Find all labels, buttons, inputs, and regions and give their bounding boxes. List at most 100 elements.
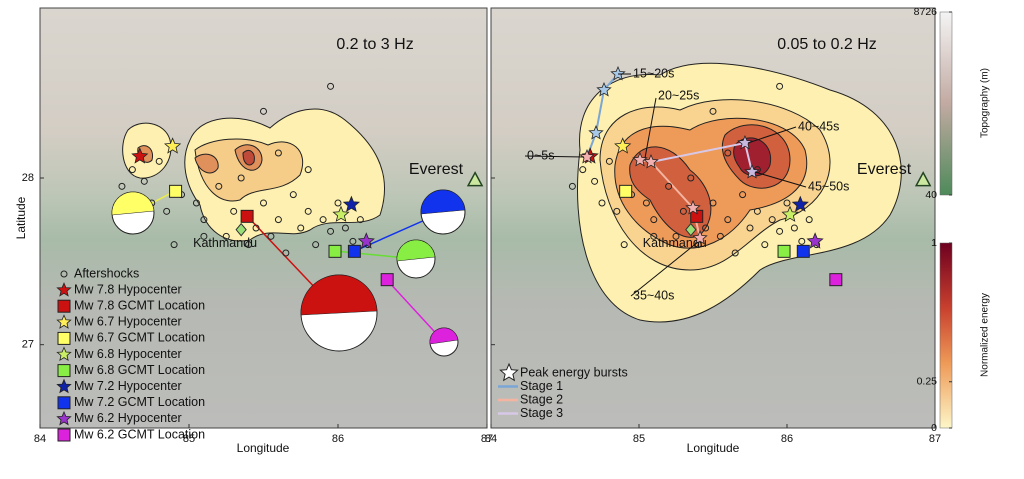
aftershock <box>746 224 754 232</box>
aftershock <box>761 241 769 249</box>
legend-label: Mw 6.7 GCMT Location <box>74 331 205 345</box>
aftershock <box>304 166 312 174</box>
panel-title: 0.05 to 0.2 Hz <box>777 36 877 53</box>
legend-label: Mw 7.2 Hypocenter <box>74 379 182 393</box>
aftershock <box>687 174 695 182</box>
aftershock <box>163 207 171 215</box>
aftershock <box>790 224 798 232</box>
aftershock <box>230 207 238 215</box>
aftershock <box>709 199 717 207</box>
aftershock <box>274 149 282 157</box>
beachball-lobe <box>429 327 459 345</box>
legend-label: Mw 7.8 GCMT Location <box>74 298 205 312</box>
x-tick-label: 87 <box>481 433 493 445</box>
place-label: Kathmandu <box>643 236 707 250</box>
leader-line <box>747 126 797 144</box>
place-label: Everest <box>409 161 464 178</box>
aftershock <box>215 182 223 190</box>
aftershock <box>591 177 599 185</box>
hypocenter <box>332 205 350 222</box>
legend-symbol <box>57 299 71 313</box>
energy-burst <box>579 148 595 164</box>
aftershock <box>783 199 791 207</box>
legend-symbol <box>60 270 68 278</box>
colorbar-tick-label: 40 <box>925 189 937 201</box>
hypocenter <box>791 195 809 212</box>
energy-burst <box>610 65 626 81</box>
time-label: 0~5s <box>527 148 554 162</box>
x-tick-label: 84 <box>34 433 46 445</box>
legend-symbol <box>57 364 71 378</box>
time-label: 35~40s <box>633 288 674 302</box>
aftershock <box>267 232 275 240</box>
legend-label: Mw 6.8 GCMT Location <box>74 363 205 377</box>
aftershock <box>297 224 305 232</box>
energy-colorbar <box>939 242 953 429</box>
leader-line <box>644 97 657 159</box>
aftershock <box>731 249 739 257</box>
aftershock <box>776 82 784 90</box>
x-axis-label: Longitude <box>687 441 740 455</box>
aftershock <box>222 232 230 240</box>
legend-label: Mw 6.2 GCMT Location <box>74 427 205 441</box>
aftershock <box>260 199 267 207</box>
aftershock <box>568 182 576 190</box>
aftershock <box>768 216 776 224</box>
aftershock <box>716 232 724 240</box>
beachball-lobe <box>396 239 436 262</box>
aftershock <box>650 216 658 224</box>
aftershock <box>245 241 253 249</box>
x-tick-label: 86 <box>332 433 344 445</box>
time-label: 45~50s <box>808 179 849 193</box>
legend-label: Mw 6.8 Hypocenter <box>74 347 182 361</box>
aftershock <box>192 199 200 207</box>
x-tick-label: 85 <box>183 433 195 445</box>
legend-label: Stage 3 <box>520 406 563 420</box>
aftershock <box>200 216 208 224</box>
aftershock <box>702 224 710 232</box>
aftershock <box>709 107 717 115</box>
aftershock <box>237 174 245 182</box>
beachball-lobe <box>111 191 155 216</box>
y-tick-label: 27 <box>22 339 34 351</box>
beachball-lobe <box>300 274 378 316</box>
aftershock <box>679 207 687 215</box>
energy-burst <box>643 153 659 169</box>
x-tick-label: 86 <box>781 433 793 445</box>
colorbar-tick-label: 0.25 <box>917 376 938 388</box>
aftershock <box>327 82 335 90</box>
hypocenter <box>781 205 799 222</box>
aftershock <box>356 216 364 224</box>
x-tick-label: 87 <box>929 433 941 445</box>
leader-line <box>754 171 807 188</box>
energy-burst <box>692 229 708 245</box>
aftershock <box>753 207 761 215</box>
y-tick-label: 28 <box>22 172 34 184</box>
aftershock <box>327 227 335 235</box>
aftershock <box>319 216 327 224</box>
aftershock <box>118 182 126 190</box>
aftershock <box>252 224 260 232</box>
colorbar-tick-label: 8726 <box>914 6 938 18</box>
topography-colorbar <box>939 11 953 196</box>
legend-symbol <box>57 331 71 345</box>
aftershock <box>776 227 784 235</box>
aftershock <box>341 224 349 232</box>
energy-burst <box>588 124 604 140</box>
colorbar-tick-label: 0 <box>931 422 937 434</box>
hypocenter <box>342 195 360 212</box>
aftershock <box>724 216 732 224</box>
aftershock <box>312 241 320 249</box>
aftershock <box>289 191 297 199</box>
colorbar-label: Topography (m) <box>980 68 991 138</box>
aftershock <box>274 216 282 224</box>
gcmt-location <box>619 184 633 198</box>
aftershock <box>739 191 747 199</box>
aftershock <box>140 177 148 185</box>
kathmandu-marker <box>235 222 247 237</box>
hypocenter <box>164 137 182 154</box>
time-label: 15~20s <box>633 66 674 80</box>
hypocenter <box>806 232 824 249</box>
aftershock <box>170 241 178 249</box>
